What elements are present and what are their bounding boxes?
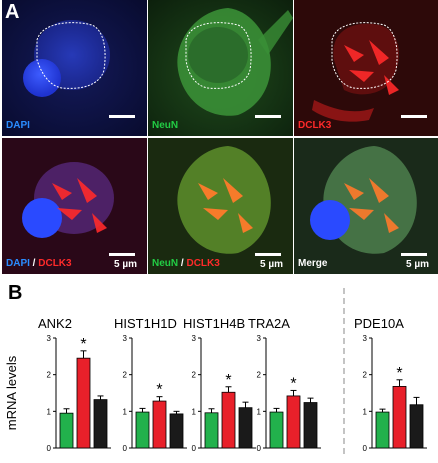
gene-label: HIST1H4B xyxy=(183,316,245,331)
y-axis-label: mRNA levels xyxy=(4,355,19,430)
bar xyxy=(221,391,236,449)
y-tick-label: 1 xyxy=(257,407,262,416)
scale-text: 5 µm xyxy=(260,259,283,270)
channel-label: NeuN / DCLK3 xyxy=(152,258,220,269)
micrograph-dclk3: DCLK3 xyxy=(294,0,438,136)
scale-text: 5 µm xyxy=(114,259,137,270)
channel-label: DAPI xyxy=(6,120,30,131)
micrograph-dapi: DAPI xyxy=(2,0,147,136)
bar xyxy=(238,407,253,449)
y-tick-label: 2 xyxy=(192,371,197,380)
gene-label: HIST1H1D xyxy=(114,316,177,331)
scale-text: 5 µm xyxy=(406,259,429,270)
bar xyxy=(93,399,108,449)
bar xyxy=(135,411,150,449)
bar-chart-svg: mRNA levels ANK2 0 1 2 3 * HIST1H1D 0 1 2 3 * HIST1H4… xyxy=(4,288,427,456)
y-tick-label: 0 xyxy=(363,444,368,453)
y-tick-label: 2 xyxy=(47,371,52,380)
significance-marker: * xyxy=(396,365,402,382)
micrograph-neun-dclk3: NeuN / DCLK3 5 µm xyxy=(148,138,293,274)
bar xyxy=(169,413,184,449)
bar xyxy=(392,386,407,449)
y-tick-label: 3 xyxy=(192,334,197,343)
scale-bar xyxy=(109,253,135,256)
micrograph-merge: Merge 5 µm xyxy=(294,138,438,274)
micrograph-neun-dclk3-image xyxy=(148,138,293,274)
y-tick-label: 1 xyxy=(363,407,368,416)
panel-b-letter: B xyxy=(8,282,23,304)
channel-label: DAPI / DCLK3 xyxy=(6,258,72,269)
bar xyxy=(269,411,284,449)
y-tick-label: 0 xyxy=(47,444,52,453)
bar-chart: mRNA levels ANK2 0 1 2 3 * HIST1H1D 0 1 2 3 * HIST1H4… xyxy=(0,278,438,458)
y-tick-label: 2 xyxy=(363,371,368,380)
significance-marker: * xyxy=(80,336,86,353)
bar xyxy=(286,395,301,449)
y-tick-label: 0 xyxy=(123,444,128,453)
channel-label: Merge xyxy=(298,258,328,269)
significance-marker: * xyxy=(290,375,296,392)
bar xyxy=(59,412,74,449)
micrograph-neun: NeuN xyxy=(148,0,293,136)
micrograph-merge-image xyxy=(294,138,438,274)
panel-a-letter: A xyxy=(5,1,20,23)
micrograph-dapi-dclk3: DAPI / DCLK3 5 µm xyxy=(2,138,147,274)
y-tick-label: 3 xyxy=(257,334,262,343)
y-tick-label: 3 xyxy=(123,334,128,343)
bar xyxy=(375,411,390,449)
scale-bar xyxy=(401,253,427,256)
bar xyxy=(303,402,318,449)
scale-bar xyxy=(109,115,135,118)
y-tick-label: 1 xyxy=(123,407,128,416)
bar xyxy=(409,404,424,449)
y-tick-label: 3 xyxy=(47,334,52,343)
y-tick-label: 0 xyxy=(192,444,197,453)
gene-label: ANK2 xyxy=(38,316,72,331)
y-tick-label: 0 xyxy=(257,444,262,453)
micrograph-neun-image xyxy=(148,0,293,136)
micrograph-dapi-dclk3-image xyxy=(2,138,147,274)
bar xyxy=(204,412,219,449)
micrograph-dapi-image xyxy=(2,0,147,136)
bar xyxy=(76,357,91,449)
significance-marker: * xyxy=(156,382,162,399)
micrograph-dclk3-image xyxy=(294,0,438,136)
bar xyxy=(152,400,167,449)
y-tick-label: 2 xyxy=(123,371,128,380)
y-tick-label: 1 xyxy=(192,407,197,416)
significance-marker: * xyxy=(225,372,231,389)
channel-label: NeuN xyxy=(152,120,179,131)
scale-bar xyxy=(401,115,427,118)
y-tick-label: 3 xyxy=(363,334,368,343)
gene-label: TRA2A xyxy=(248,316,290,331)
scale-bar xyxy=(255,115,281,118)
channel-label: DCLK3 xyxy=(298,120,332,131)
y-tick-label: 1 xyxy=(47,407,52,416)
gene-label: PDE10A xyxy=(354,316,404,331)
y-tick-label: 2 xyxy=(257,371,262,380)
scale-bar xyxy=(255,253,281,256)
